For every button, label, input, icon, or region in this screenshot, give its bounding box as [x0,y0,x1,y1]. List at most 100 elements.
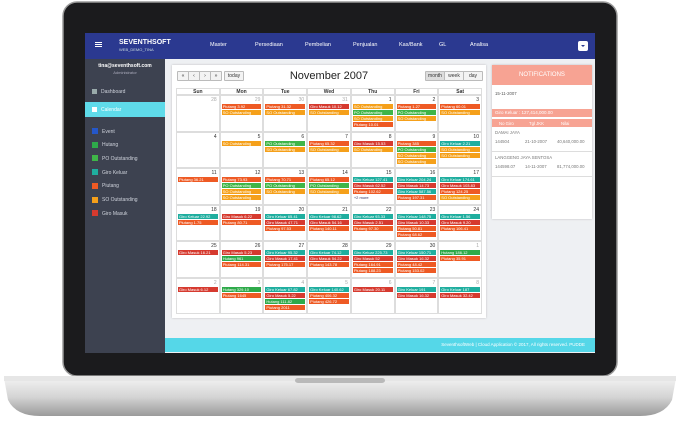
day-cell[interactable]: 4 Giro Keluar 67.82 Giro Masuk 5.22 Hutang … [263,277,308,314]
event[interactable]: SO Outstanding [309,189,349,194]
event[interactable]: SO Outstanding [440,195,480,200]
event[interactable]: Piutang 143.78 [309,262,349,267]
event[interactable]: Piutang 80.71 [221,219,262,225]
event[interactable]: Piutang 197.31 [396,195,437,200]
event[interactable]: Giro Keluar 587.56 [396,189,437,194]
event[interactable]: Giro Masuk 14.73 [396,183,437,188]
today-button[interactable]: today [224,71,244,81]
day-cell[interactable]: 24 Giro Keluar 1.56 Giro Masuk 9.20 Piutang… [438,204,482,241]
day-cell[interactable]: 8 Giro Masuk 15.53 SO Outstanding [350,131,395,168]
day-cell[interactable]: 17 Giro Keluar 174.61 Giro Masuk 103.83 Piu… [438,168,482,205]
event[interactable]: Piutang 153.02 [396,268,437,273]
menu-item[interactable]: GL [439,42,447,48]
event[interactable]: PO Outstanding [352,110,393,115]
day-cell[interactable]: 21 Giro Keluar 98.62 Giro Masuk 54.16 Piuta… [307,204,351,241]
event[interactable]: Piutang 385 [396,140,437,146]
event[interactable]: Piutang 102.62 [352,189,393,194]
event[interactable]: Piutang 175.17 [265,262,306,267]
event[interactable]: Piutang 406.32 [309,292,349,298]
event[interactable]: Piutang 188.23 [352,268,393,273]
event[interactable]: Piutang 68.62 [396,231,437,237]
event[interactable]: Giro Masuk 5.22 [265,292,306,298]
event[interactable]: PO Outstanding [265,140,306,146]
more-link[interactable]: +2 more [353,195,369,200]
day-cell[interactable]: 28 [176,95,220,132]
day-cell[interactable]: 23 Giro Keluar 148.75 Giro Masuk 10.33 Piut… [394,204,439,241]
event[interactable]: SO Outstanding [352,116,393,121]
event[interactable]: SO Outstanding [221,140,262,146]
event[interactable]: Giro Masuk 15.53 [352,140,393,146]
event[interactable]: Hutang 111.82 [265,298,306,304]
event[interactable]: Piutang 2011 [265,304,306,310]
event[interactable]: Piutang 1.75 [178,219,218,225]
day-cell[interactable]: 18 Giro Keluar 22.92 Piutang 1.75 [176,204,220,241]
event[interactable]: Piutang 1645 [221,292,262,298]
sidebar-item[interactable]: Dashboard [85,84,165,99]
event[interactable]: Giro Masuk 16.32 [396,292,437,298]
day-cell[interactable]: 6 PO Outstanding SO Outstanding [263,131,308,168]
event[interactable]: Giro Keluar 225.73 [352,250,393,255]
day-cell[interactable]: 19 Giro Masuk 6.22 Piutang 80.71 [219,204,264,241]
event[interactable]: SO Outstanding [396,152,437,158]
event[interactable]: Piutang 48.42 [396,262,437,267]
day-cell[interactable]: 2 Giro Masuk 6.12 [176,277,220,314]
event[interactable]: Giro Masuk 47.71 [265,219,306,225]
event[interactable]: Giro Masuk 20.11 [352,286,393,292]
event[interactable]: Giro Keluar 187 [440,286,480,292]
day-cell[interactable]: 3 Piutang 60.01 SO Outstanding [438,95,482,132]
event[interactable]: SO Outstanding [265,146,306,152]
event[interactable]: Piutang 50.81 [396,225,437,231]
day-cell[interactable]: 9 Piutang 385 PO Outstanding SO Outstanding… [394,131,439,168]
day-cell[interactable]: 26 Giro Masuk 5.23 Hutang 961 Piutang 114.3… [219,241,264,278]
event[interactable]: Giro Masuk 6.22 [221,213,262,219]
day-cell[interactable]: 4 [176,131,220,168]
event[interactable]: Hutang 329.10 [221,286,262,292]
event[interactable]: PO Outstanding [221,183,262,188]
event[interactable]: Piutang 426.72 [309,298,349,304]
event[interactable]: Giro Masuk 9.20 [440,219,480,225]
event[interactable]: Piutang 10.01 [352,122,393,127]
event[interactable]: Giro Keluar 22.92 [178,213,218,219]
day-cell[interactable]: 11 Piutang 36.21 [176,168,220,205]
event[interactable]: Giro Keluar 2.21 [440,140,480,146]
event[interactable]: Giro Keluar 174.61 [440,177,480,182]
sidebar-item[interactable]: Calendar [85,102,165,117]
menu-item[interactable]: Persediaan [255,42,283,48]
day-cell[interactable]: 5 SO Outstanding [219,131,264,168]
view-button[interactable]: month [425,71,445,81]
event[interactable]: Giro Masuk 54.22 [309,256,349,261]
event[interactable]: SO Outstanding [440,152,480,158]
event[interactable]: Giro Masuk 17.41 [265,256,306,261]
event[interactable]: Giro Masuk 32.42 [440,292,480,298]
day-cell[interactable]: 31 Giro Masuk 10.12 SO Outstanding [307,95,351,132]
day-cell[interactable]: 29 Giro Keluar 225.73 Giro Masuk 52 Piutang… [350,241,395,278]
event[interactable]: Piutang 3.92 [221,104,262,109]
event[interactable]: Giro Masuk 16.32 [396,256,437,261]
menu-item[interactable]: Penjualan [353,42,378,48]
event[interactable]: SO Outstanding [440,146,480,152]
menu-item[interactable]: Master [210,42,227,48]
event[interactable]: Giro Masuk 54.16 [309,219,349,225]
event[interactable]: Giro Keluar 65.41 [265,213,306,219]
event[interactable]: SO Outstanding [352,104,393,109]
event[interactable]: SO Outstanding [396,116,437,121]
day-cell[interactable]: 20 Giro Keluar 65.41 Giro Masuk 47.71 Piuta… [263,204,308,241]
event[interactable]: SO Outstanding [440,110,480,115]
event[interactable]: Piutang 140.11 [309,225,349,231]
event[interactable]: Piutang 1.27 [396,104,437,109]
day-cell[interactable]: 5 Giro Keluar 140.62 Piutang 406.32 Piutang… [307,277,351,314]
day-cell[interactable]: 14 Piutang 65.12 PO Outstanding SO Outstand… [307,168,351,205]
menu-item[interactable]: Pembelian [305,42,331,48]
event[interactable]: Giro Masuk 10.33 [396,219,437,225]
event[interactable]: Giro Masuk 2.51 [352,219,393,225]
day-cell[interactable]: 2 Piutang 1.27 PO Outstanding SO Outstandin… [394,95,439,132]
event[interactable]: Giro Masuk 52 [352,256,393,261]
menu-icon[interactable] [95,42,102,43]
day-cell[interactable]: 12 Piutang 73.93 PO Outstanding SO Outstand… [219,168,264,205]
day-cell[interactable]: 27 Giro Keluar 95.32 Giro Masuk 17.41 Piuta… [263,241,308,278]
event[interactable]: Piutang 164.91 [352,262,393,267]
event[interactable]: Giro Masuk 5.23 [221,250,262,255]
event[interactable]: Piutang 106.41 [440,225,480,231]
view-button[interactable]: week [444,71,464,81]
event[interactable]: Piutang 60.01 [440,104,480,109]
